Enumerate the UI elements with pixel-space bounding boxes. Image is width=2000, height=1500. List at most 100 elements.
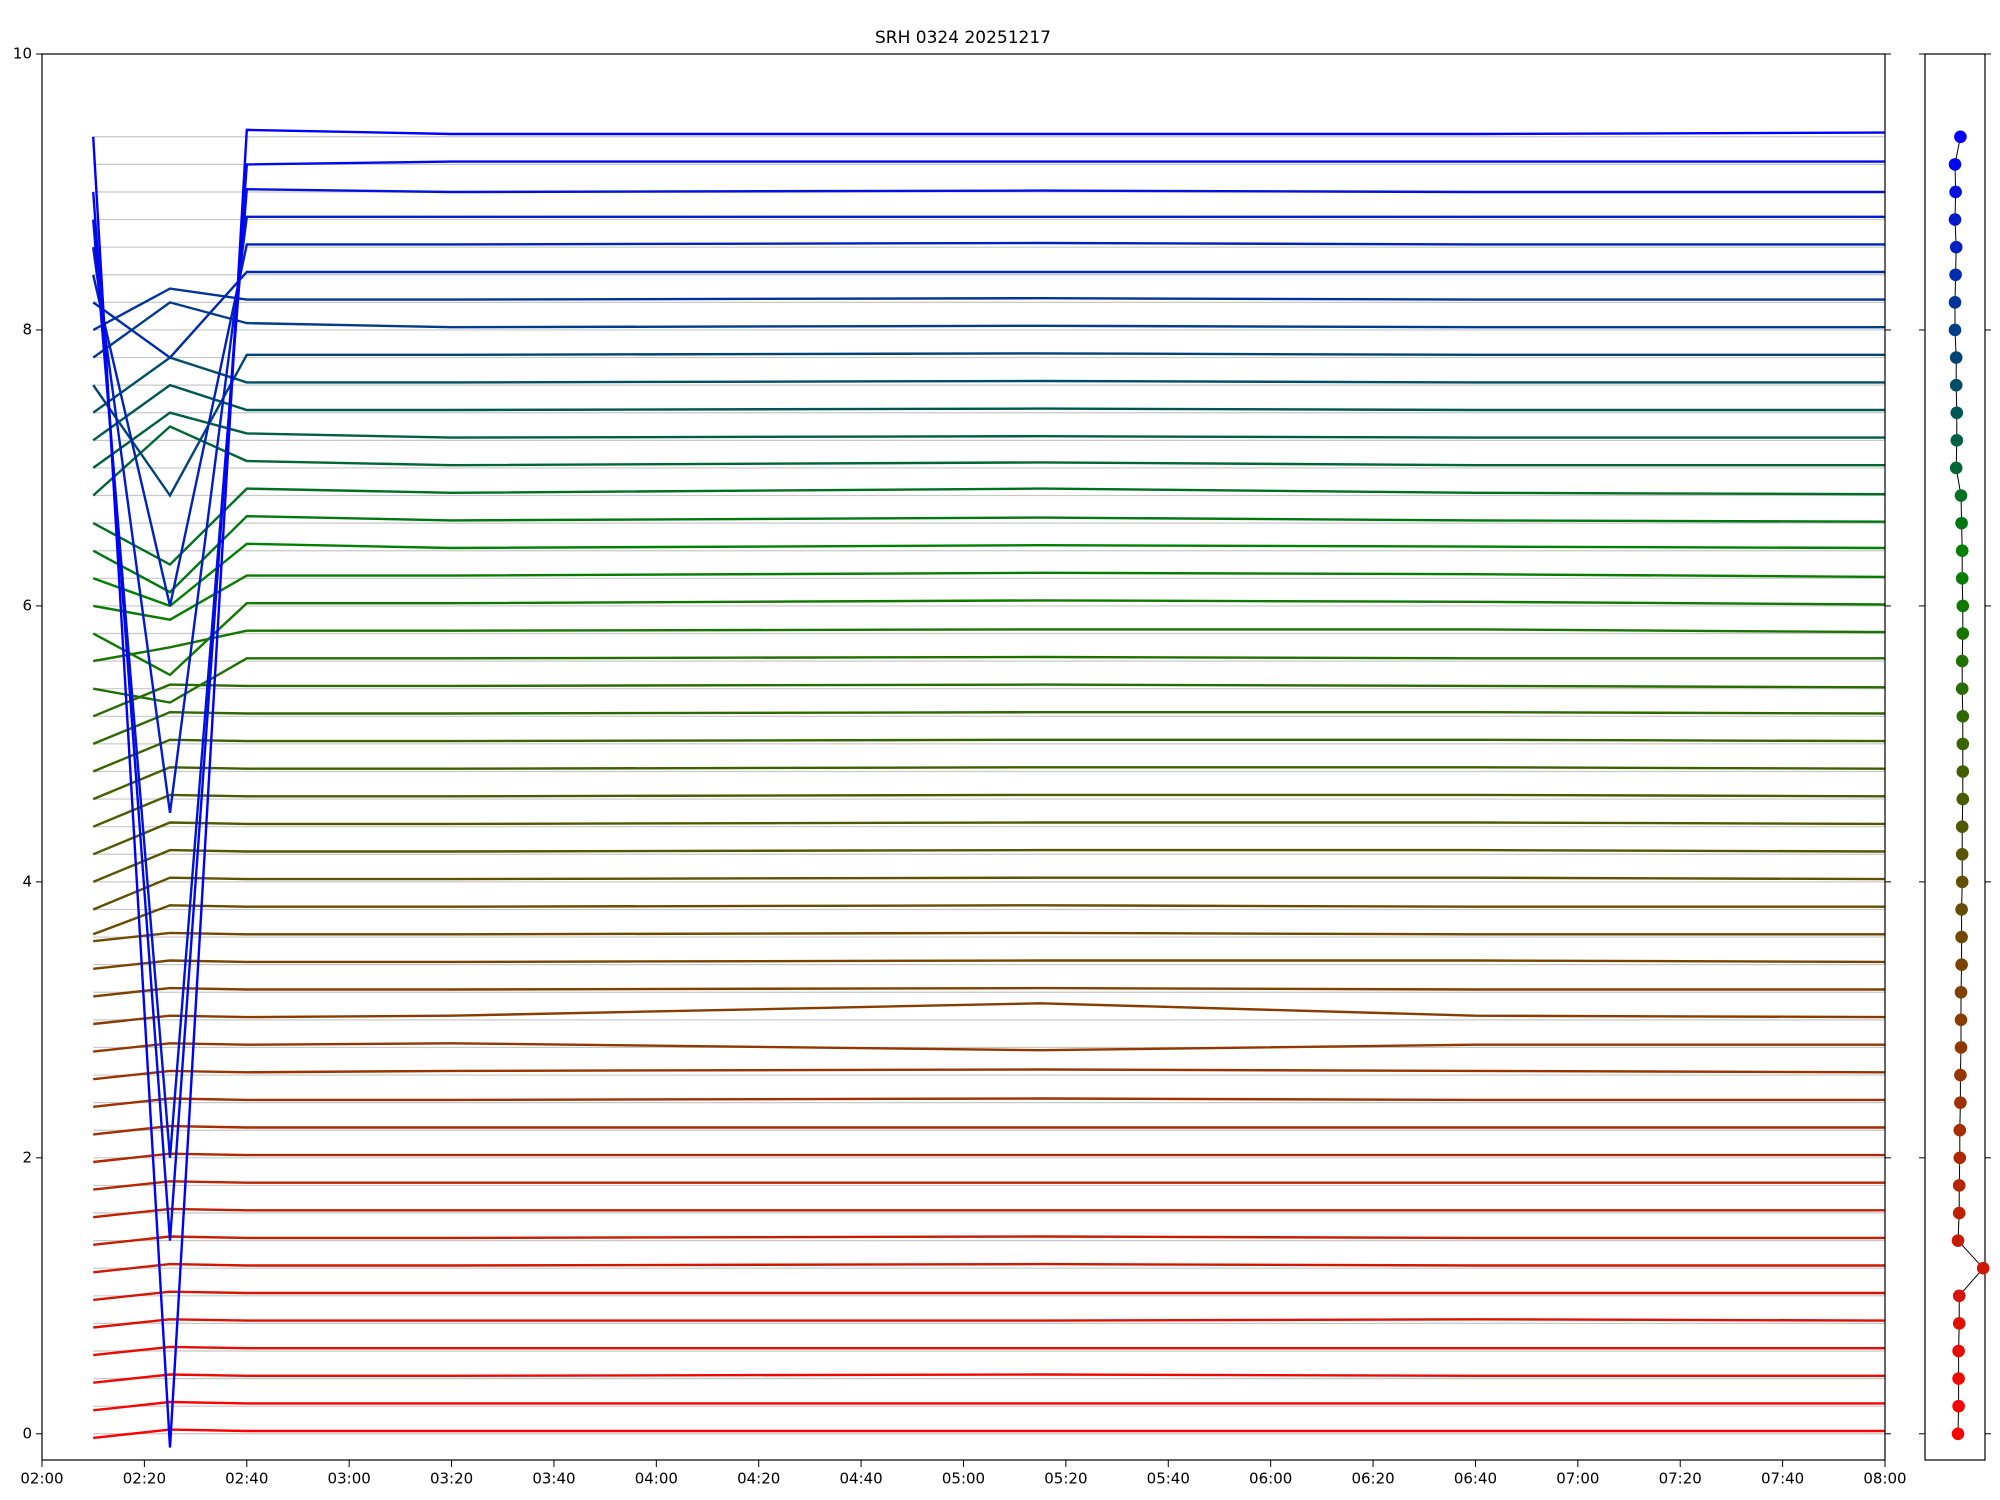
trace-line	[92, 215, 1885, 814]
dot	[1955, 682, 1969, 696]
trace-line	[92, 904, 1885, 936]
trace-line	[93, 1124, 1885, 1136]
dot	[1952, 1206, 1966, 1220]
x-tick-label: 02:40	[225, 1470, 268, 1488]
trace-line	[92, 848, 1885, 884]
dot	[1954, 1068, 1967, 1082]
y-tick-label: 2	[22, 1148, 32, 1166]
x-tick-label: 07:00	[1556, 1470, 1599, 1488]
dot	[1976, 1261, 1990, 1275]
dot	[1954, 130, 1967, 144]
x-tick-label: 02:20	[123, 1470, 166, 1488]
trace-line	[92, 821, 1885, 856]
trace-line	[92, 187, 1885, 1158]
x-tick-label: 07:20	[1659, 1470, 1702, 1488]
dot	[1955, 875, 1969, 889]
dot	[1955, 544, 1969, 558]
trace-line	[92, 411, 1885, 469]
trace-line	[92, 628, 1885, 663]
dot	[1948, 158, 1962, 171]
trace-line	[92, 655, 1885, 704]
dot	[1956, 765, 1970, 778]
dot	[1949, 461, 1963, 475]
y-tick-label: 4	[22, 872, 32, 890]
dot	[1953, 1151, 1967, 1165]
trace-line	[92, 241, 1885, 607]
x-tick-label: 03:40	[532, 1470, 575, 1488]
trace-line	[92, 514, 1885, 594]
dot	[1949, 240, 1963, 254]
dot	[1955, 516, 1968, 530]
x-tick-label: 03:20	[430, 1470, 473, 1488]
y-tick-label: 8	[22, 320, 32, 338]
dot	[1950, 406, 1964, 420]
y-tick-label: 0	[22, 1424, 32, 1442]
chart-title: SRH 0324 20251217	[875, 28, 1051, 48]
dot	[1953, 1123, 1967, 1137]
dot	[1949, 268, 1962, 282]
trace-line	[92, 683, 1885, 718]
trace-line	[93, 1262, 1885, 1274]
trace-line	[92, 270, 1885, 360]
dot	[1954, 1013, 1968, 1027]
y-tick-label: 6	[22, 596, 32, 614]
trace-line	[93, 1290, 1885, 1302]
trace-line	[92, 128, 1885, 1448]
dot	[1949, 351, 1963, 364]
trace-line	[93, 1345, 1885, 1357]
trace-line	[93, 986, 1885, 998]
dot	[1955, 903, 1968, 916]
dot	[1955, 820, 1969, 833]
trace-line	[93, 1180, 1885, 1191]
x-tick-label: 07:40	[1761, 1470, 1804, 1488]
dot	[1955, 654, 1969, 668]
dot	[1956, 792, 1970, 806]
dot	[1954, 1096, 1967, 1109]
dot	[1952, 1399, 1965, 1413]
dot	[1956, 737, 1970, 751]
x-tick-label: 05:20	[1044, 1470, 1087, 1488]
x-tick-label: 02:00	[20, 1470, 63, 1488]
x-tick-label: 04:20	[737, 1470, 780, 1488]
dot	[1949, 378, 1963, 392]
trace-line	[93, 931, 1885, 943]
x-tick-label: 06:00	[1249, 1470, 1292, 1488]
x-tick-label: 03:00	[328, 1470, 371, 1488]
trace-line	[93, 1042, 1885, 1053]
trace-line	[93, 1318, 1885, 1329]
trace-line	[92, 425, 1885, 497]
x-tick-label: 06:20	[1351, 1470, 1394, 1488]
dot	[1955, 847, 1969, 861]
trace-line	[93, 1002, 1885, 1026]
trace-line	[93, 1097, 1885, 1108]
dot	[1956, 627, 1970, 640]
trace-line	[92, 738, 1885, 773]
trace-line	[92, 710, 1885, 746]
dot	[1948, 296, 1962, 309]
dot	[1952, 1344, 1965, 1358]
trace-line	[92, 876, 1885, 911]
trace-line	[92, 383, 1885, 442]
plot-area	[92, 128, 1885, 1448]
trace-line	[93, 1373, 1885, 1384]
dot	[1954, 489, 1968, 502]
x-tick-label: 05:00	[942, 1470, 985, 1488]
dot	[1955, 930, 1968, 944]
dot	[1948, 323, 1962, 337]
dot	[1951, 1234, 1965, 1247]
trace-line	[92, 766, 1885, 801]
trace-line	[93, 1400, 1885, 1412]
trace-line	[92, 571, 1885, 621]
trace-line	[92, 352, 1885, 498]
trace-line	[93, 1207, 1885, 1219]
x-tick-label: 08:00	[1863, 1470, 1906, 1488]
dot	[1950, 434, 1964, 447]
dot	[1948, 213, 1962, 226]
trace-line	[92, 301, 1885, 359]
dot	[1952, 1372, 1965, 1385]
dot	[1949, 185, 1962, 199]
x-tick-label: 05:40	[1147, 1470, 1190, 1488]
x-tick-label: 06:40	[1454, 1470, 1497, 1488]
